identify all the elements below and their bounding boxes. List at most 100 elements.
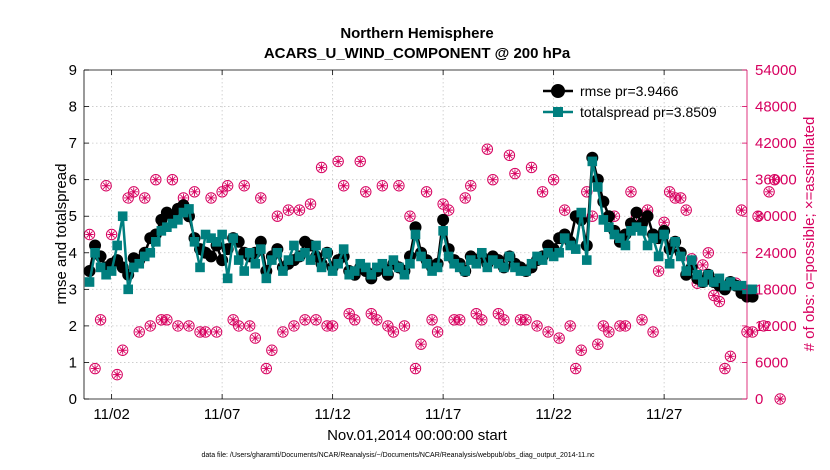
y-right-tick-label: 30000 — [755, 208, 797, 225]
obs-point — [542, 326, 554, 338]
obs-point — [697, 259, 709, 271]
obs-assimilated-marker — [129, 187, 138, 197]
obs-point — [398, 320, 411, 332]
obs-assimilated-marker — [278, 327, 288, 337]
obs-possible-marker — [293, 204, 306, 216]
obs-point — [94, 314, 107, 326]
data-file-footnote: data file: /Users/gharamti/Documents/NCA… — [201, 452, 595, 459]
obs-possible-marker — [570, 362, 582, 375]
obs-possible-marker — [774, 393, 786, 405]
totalspread-point — [681, 266, 692, 276]
obs-possible-marker — [371, 314, 383, 326]
obs-possible-marker — [161, 314, 173, 326]
y-right-tick-label: 12000 — [755, 318, 797, 335]
totalspread-point — [151, 237, 161, 247]
obs-possible-marker — [465, 180, 477, 192]
obs-assimilated-marker — [527, 163, 536, 172]
obs-assimilated-marker — [621, 321, 630, 331]
totalspread-point — [134, 258, 145, 269]
totalspread-point — [388, 255, 399, 265]
obs-possible-marker — [139, 192, 151, 204]
totalspread-point — [206, 233, 216, 243]
obs-assimilated-marker — [151, 175, 161, 184]
obs-point — [354, 155, 366, 168]
obs-possible-marker — [221, 180, 234, 192]
obs-possible-marker — [282, 204, 295, 216]
obs-assimilated-marker — [350, 315, 359, 324]
obs-point — [271, 210, 284, 222]
obs-possible-marker — [763, 186, 775, 198]
totalspread-point — [233, 255, 244, 265]
obs-possible-marker — [304, 198, 317, 210]
obs-assimilated-marker — [560, 205, 569, 215]
obs-assimilated-marker — [118, 346, 127, 355]
obs-assimilated-marker — [201, 327, 210, 337]
obs-assimilated-marker — [367, 309, 376, 318]
obs-point — [409, 362, 422, 375]
obs-point — [161, 314, 173, 326]
obs-possible-marker — [542, 326, 554, 338]
obs-point — [536, 186, 549, 198]
obs-point — [619, 320, 632, 332]
obs-point — [233, 320, 245, 332]
obs-possible-marker — [326, 320, 339, 332]
obs-point — [713, 295, 726, 308]
obs-point — [774, 393, 786, 405]
obs-possible-marker — [89, 362, 101, 375]
obs-assimilated-marker — [654, 266, 663, 276]
obs-possible-marker — [603, 326, 615, 338]
totalspread-point — [416, 251, 426, 262]
obs-possible-marker — [553, 332, 565, 344]
obs-point — [299, 314, 311, 326]
totalspread-point — [305, 255, 316, 265]
totalspread-point — [139, 251, 150, 262]
obs-point — [426, 314, 438, 326]
obs-point — [100, 180, 112, 192]
totalspread-point — [499, 262, 509, 273]
obs-assimilated-marker — [759, 321, 768, 331]
legend-totalspread-marker — [553, 107, 563, 117]
totalspread-point — [692, 269, 703, 280]
obs-assimilated-marker — [748, 327, 757, 337]
obs-assimilated-marker — [538, 187, 547, 197]
obs-assimilated-marker — [96, 315, 105, 324]
totalspread-point — [443, 251, 454, 262]
obs-point — [570, 362, 582, 375]
totalspread-point — [587, 156, 598, 167]
totalspread-point — [289, 240, 299, 251]
totalspread-point — [84, 277, 95, 287]
obs-possible-marker — [299, 314, 311, 326]
obs-assimilated-marker — [472, 309, 481, 318]
obs-possible-marker — [592, 338, 604, 350]
obs-possible-marker — [564, 320, 576, 332]
obs-possible-marker — [702, 247, 715, 259]
y-tick-label: 3 — [69, 281, 77, 298]
obs-assimilated-marker — [289, 321, 299, 331]
obs-point — [509, 167, 521, 180]
obs-assimilated-marker — [168, 175, 177, 184]
obs-assimilated-marker — [306, 199, 315, 209]
obs-assimilated-marker — [317, 163, 326, 172]
obs-point — [465, 180, 477, 192]
obs-point — [553, 332, 565, 344]
totalspread-point — [90, 247, 100, 258]
obs-assimilated-marker — [217, 187, 227, 197]
totalspread-point — [394, 262, 404, 273]
obs-possible-marker — [244, 320, 256, 332]
obs-possible-marker — [398, 320, 411, 332]
obs-assimilated-marker — [753, 212, 763, 221]
totalspread-point — [493, 258, 504, 269]
totalspread-point — [526, 258, 537, 269]
totalspread-point — [173, 215, 183, 225]
obs-point — [116, 344, 129, 356]
obs-possible-marker — [105, 228, 118, 241]
obs-possible-marker — [757, 320, 770, 332]
obs-possible-marker — [144, 320, 157, 332]
obs-assimilated-marker — [234, 321, 243, 331]
obs-possible-marker — [713, 295, 726, 308]
obs-point — [332, 155, 344, 168]
obs-assimilated-marker — [648, 327, 658, 337]
obs-assimilated-marker — [273, 212, 282, 221]
obs-possible-marker — [288, 320, 300, 332]
obs-possible-marker — [768, 173, 781, 186]
